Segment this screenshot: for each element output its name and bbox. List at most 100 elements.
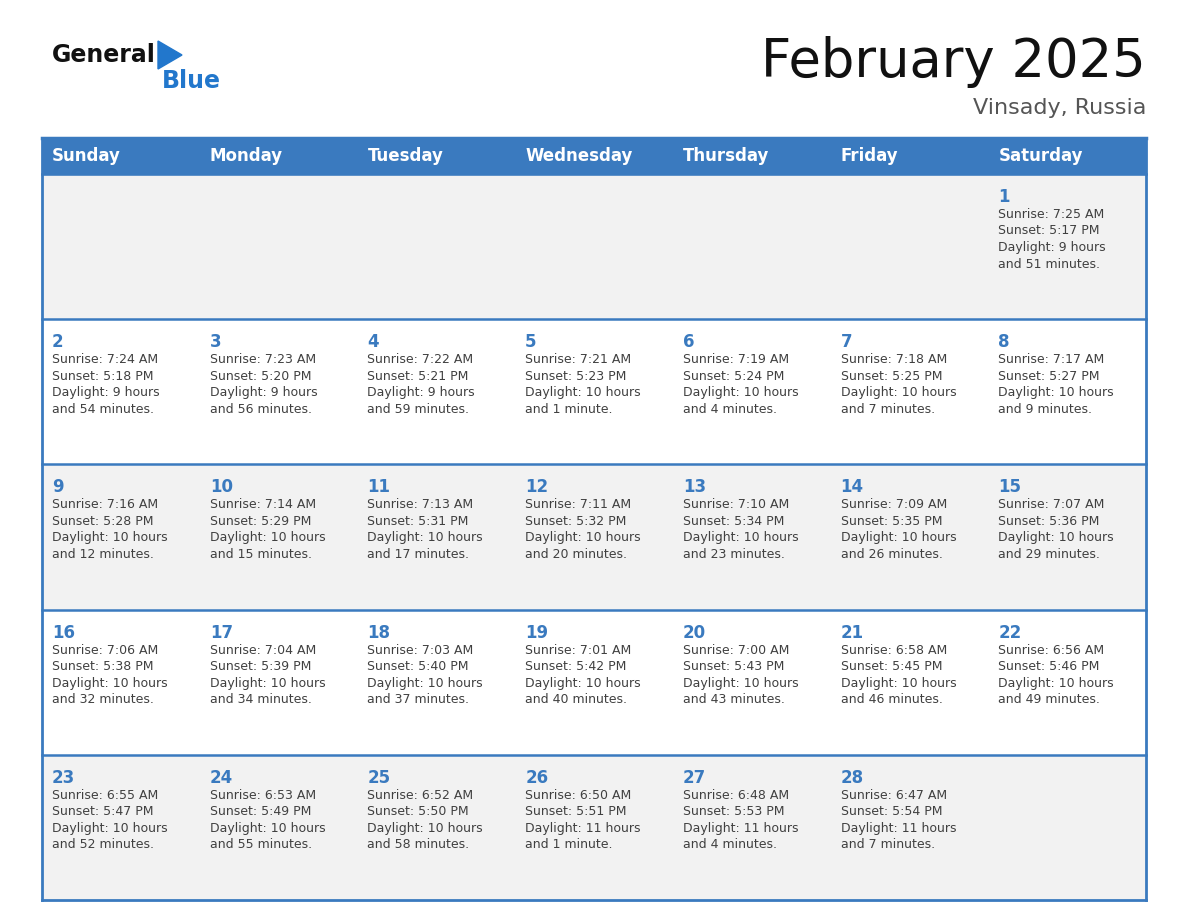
Text: 5: 5	[525, 333, 537, 352]
Text: Thursday: Thursday	[683, 147, 770, 165]
Text: Saturday: Saturday	[998, 147, 1082, 165]
Text: and 20 minutes.: and 20 minutes.	[525, 548, 627, 561]
Text: Sunset: 5:24 PM: Sunset: 5:24 PM	[683, 370, 784, 383]
Text: Sunset: 5:36 PM: Sunset: 5:36 PM	[998, 515, 1100, 528]
Text: Sunrise: 7:13 AM: Sunrise: 7:13 AM	[367, 498, 474, 511]
Text: Sunset: 5:42 PM: Sunset: 5:42 PM	[525, 660, 626, 673]
Text: 2: 2	[52, 333, 64, 352]
Text: 6: 6	[683, 333, 694, 352]
Text: Daylight: 10 hours: Daylight: 10 hours	[998, 677, 1114, 689]
Text: Daylight: 10 hours: Daylight: 10 hours	[683, 532, 798, 544]
Text: Sunrise: 6:48 AM: Sunrise: 6:48 AM	[683, 789, 789, 801]
Text: Daylight: 9 hours: Daylight: 9 hours	[367, 386, 475, 399]
Text: and 26 minutes.: and 26 minutes.	[841, 548, 942, 561]
Text: 20: 20	[683, 623, 706, 642]
Text: 27: 27	[683, 768, 706, 787]
Text: Sunday: Sunday	[52, 147, 121, 165]
Text: Sunset: 5:46 PM: Sunset: 5:46 PM	[998, 660, 1100, 673]
Text: Sunrise: 6:52 AM: Sunrise: 6:52 AM	[367, 789, 474, 801]
Text: Sunrise: 7:19 AM: Sunrise: 7:19 AM	[683, 353, 789, 366]
Text: Sunset: 5:20 PM: Sunset: 5:20 PM	[210, 370, 311, 383]
Text: Sunrise: 6:58 AM: Sunrise: 6:58 AM	[841, 644, 947, 656]
Text: Sunset: 5:43 PM: Sunset: 5:43 PM	[683, 660, 784, 673]
Text: Daylight: 10 hours: Daylight: 10 hours	[210, 532, 326, 544]
Text: and 59 minutes.: and 59 minutes.	[367, 403, 469, 416]
Text: and 29 minutes.: and 29 minutes.	[998, 548, 1100, 561]
Text: Daylight: 10 hours: Daylight: 10 hours	[841, 386, 956, 399]
Text: 11: 11	[367, 478, 391, 497]
Text: and 46 minutes.: and 46 minutes.	[841, 693, 942, 706]
Text: Daylight: 10 hours: Daylight: 10 hours	[998, 532, 1114, 544]
Text: 1: 1	[998, 188, 1010, 206]
Text: and 1 minute.: and 1 minute.	[525, 838, 613, 851]
Text: Sunset: 5:49 PM: Sunset: 5:49 PM	[210, 805, 311, 818]
Text: Sunset: 5:21 PM: Sunset: 5:21 PM	[367, 370, 469, 383]
Text: 17: 17	[210, 623, 233, 642]
Text: and 1 minute.: and 1 minute.	[525, 403, 613, 416]
Text: Sunset: 5:45 PM: Sunset: 5:45 PM	[841, 660, 942, 673]
Text: Sunset: 5:38 PM: Sunset: 5:38 PM	[52, 660, 153, 673]
Text: and 54 minutes.: and 54 minutes.	[52, 403, 154, 416]
Text: Sunrise: 7:06 AM: Sunrise: 7:06 AM	[52, 644, 158, 656]
Text: and 23 minutes.: and 23 minutes.	[683, 548, 785, 561]
Text: Sunset: 5:32 PM: Sunset: 5:32 PM	[525, 515, 626, 528]
Text: and 17 minutes.: and 17 minutes.	[367, 548, 469, 561]
Text: and 40 minutes.: and 40 minutes.	[525, 693, 627, 706]
Text: Sunrise: 7:22 AM: Sunrise: 7:22 AM	[367, 353, 474, 366]
Text: Daylight: 9 hours: Daylight: 9 hours	[210, 386, 317, 399]
Text: Sunrise: 7:21 AM: Sunrise: 7:21 AM	[525, 353, 631, 366]
Text: and 15 minutes.: and 15 minutes.	[210, 548, 311, 561]
Text: Sunset: 5:29 PM: Sunset: 5:29 PM	[210, 515, 311, 528]
Text: Vinsady, Russia: Vinsady, Russia	[973, 98, 1146, 118]
Text: 26: 26	[525, 768, 549, 787]
Text: 22: 22	[998, 623, 1022, 642]
Text: Sunrise: 7:25 AM: Sunrise: 7:25 AM	[998, 208, 1105, 221]
Text: Daylight: 10 hours: Daylight: 10 hours	[367, 532, 484, 544]
Text: and 56 minutes.: and 56 minutes.	[210, 403, 311, 416]
Text: 13: 13	[683, 478, 706, 497]
Text: and 37 minutes.: and 37 minutes.	[367, 693, 469, 706]
Text: Daylight: 11 hours: Daylight: 11 hours	[525, 822, 640, 834]
Text: and 52 minutes.: and 52 minutes.	[52, 838, 154, 851]
Text: Sunrise: 7:07 AM: Sunrise: 7:07 AM	[998, 498, 1105, 511]
Text: and 58 minutes.: and 58 minutes.	[367, 838, 469, 851]
Text: Daylight: 10 hours: Daylight: 10 hours	[52, 822, 168, 834]
Text: Sunset: 5:39 PM: Sunset: 5:39 PM	[210, 660, 311, 673]
Text: and 51 minutes.: and 51 minutes.	[998, 258, 1100, 271]
Text: 23: 23	[52, 768, 75, 787]
Text: Sunrise: 6:50 AM: Sunrise: 6:50 AM	[525, 789, 631, 801]
Text: Daylight: 11 hours: Daylight: 11 hours	[841, 822, 956, 834]
Text: Daylight: 10 hours: Daylight: 10 hours	[683, 386, 798, 399]
Text: 10: 10	[210, 478, 233, 497]
Text: 14: 14	[841, 478, 864, 497]
Text: Daylight: 10 hours: Daylight: 10 hours	[998, 386, 1114, 399]
Text: 4: 4	[367, 333, 379, 352]
Text: Daylight: 10 hours: Daylight: 10 hours	[52, 532, 168, 544]
Text: Daylight: 10 hours: Daylight: 10 hours	[210, 822, 326, 834]
FancyBboxPatch shape	[42, 138, 1146, 174]
Text: and 55 minutes.: and 55 minutes.	[210, 838, 311, 851]
Text: and 7 minutes.: and 7 minutes.	[841, 403, 935, 416]
Text: Sunrise: 7:01 AM: Sunrise: 7:01 AM	[525, 644, 631, 656]
Text: Sunset: 5:23 PM: Sunset: 5:23 PM	[525, 370, 626, 383]
Text: Sunset: 5:34 PM: Sunset: 5:34 PM	[683, 515, 784, 528]
Text: Sunset: 5:53 PM: Sunset: 5:53 PM	[683, 805, 784, 818]
Text: and 34 minutes.: and 34 minutes.	[210, 693, 311, 706]
Text: Sunrise: 7:10 AM: Sunrise: 7:10 AM	[683, 498, 789, 511]
FancyBboxPatch shape	[42, 610, 1146, 755]
Text: February 2025: February 2025	[762, 36, 1146, 88]
Text: Sunset: 5:54 PM: Sunset: 5:54 PM	[841, 805, 942, 818]
Text: Sunset: 5:51 PM: Sunset: 5:51 PM	[525, 805, 626, 818]
Text: Friday: Friday	[841, 147, 898, 165]
Text: Monday: Monday	[210, 147, 283, 165]
Text: Sunrise: 7:11 AM: Sunrise: 7:11 AM	[525, 498, 631, 511]
Text: Sunrise: 7:04 AM: Sunrise: 7:04 AM	[210, 644, 316, 656]
Text: Daylight: 10 hours: Daylight: 10 hours	[525, 677, 640, 689]
FancyBboxPatch shape	[42, 465, 1146, 610]
Text: Daylight: 9 hours: Daylight: 9 hours	[998, 241, 1106, 254]
Text: 21: 21	[841, 623, 864, 642]
Text: 8: 8	[998, 333, 1010, 352]
Text: Daylight: 10 hours: Daylight: 10 hours	[52, 677, 168, 689]
Text: Sunrise: 7:14 AM: Sunrise: 7:14 AM	[210, 498, 316, 511]
Text: and 32 minutes.: and 32 minutes.	[52, 693, 154, 706]
